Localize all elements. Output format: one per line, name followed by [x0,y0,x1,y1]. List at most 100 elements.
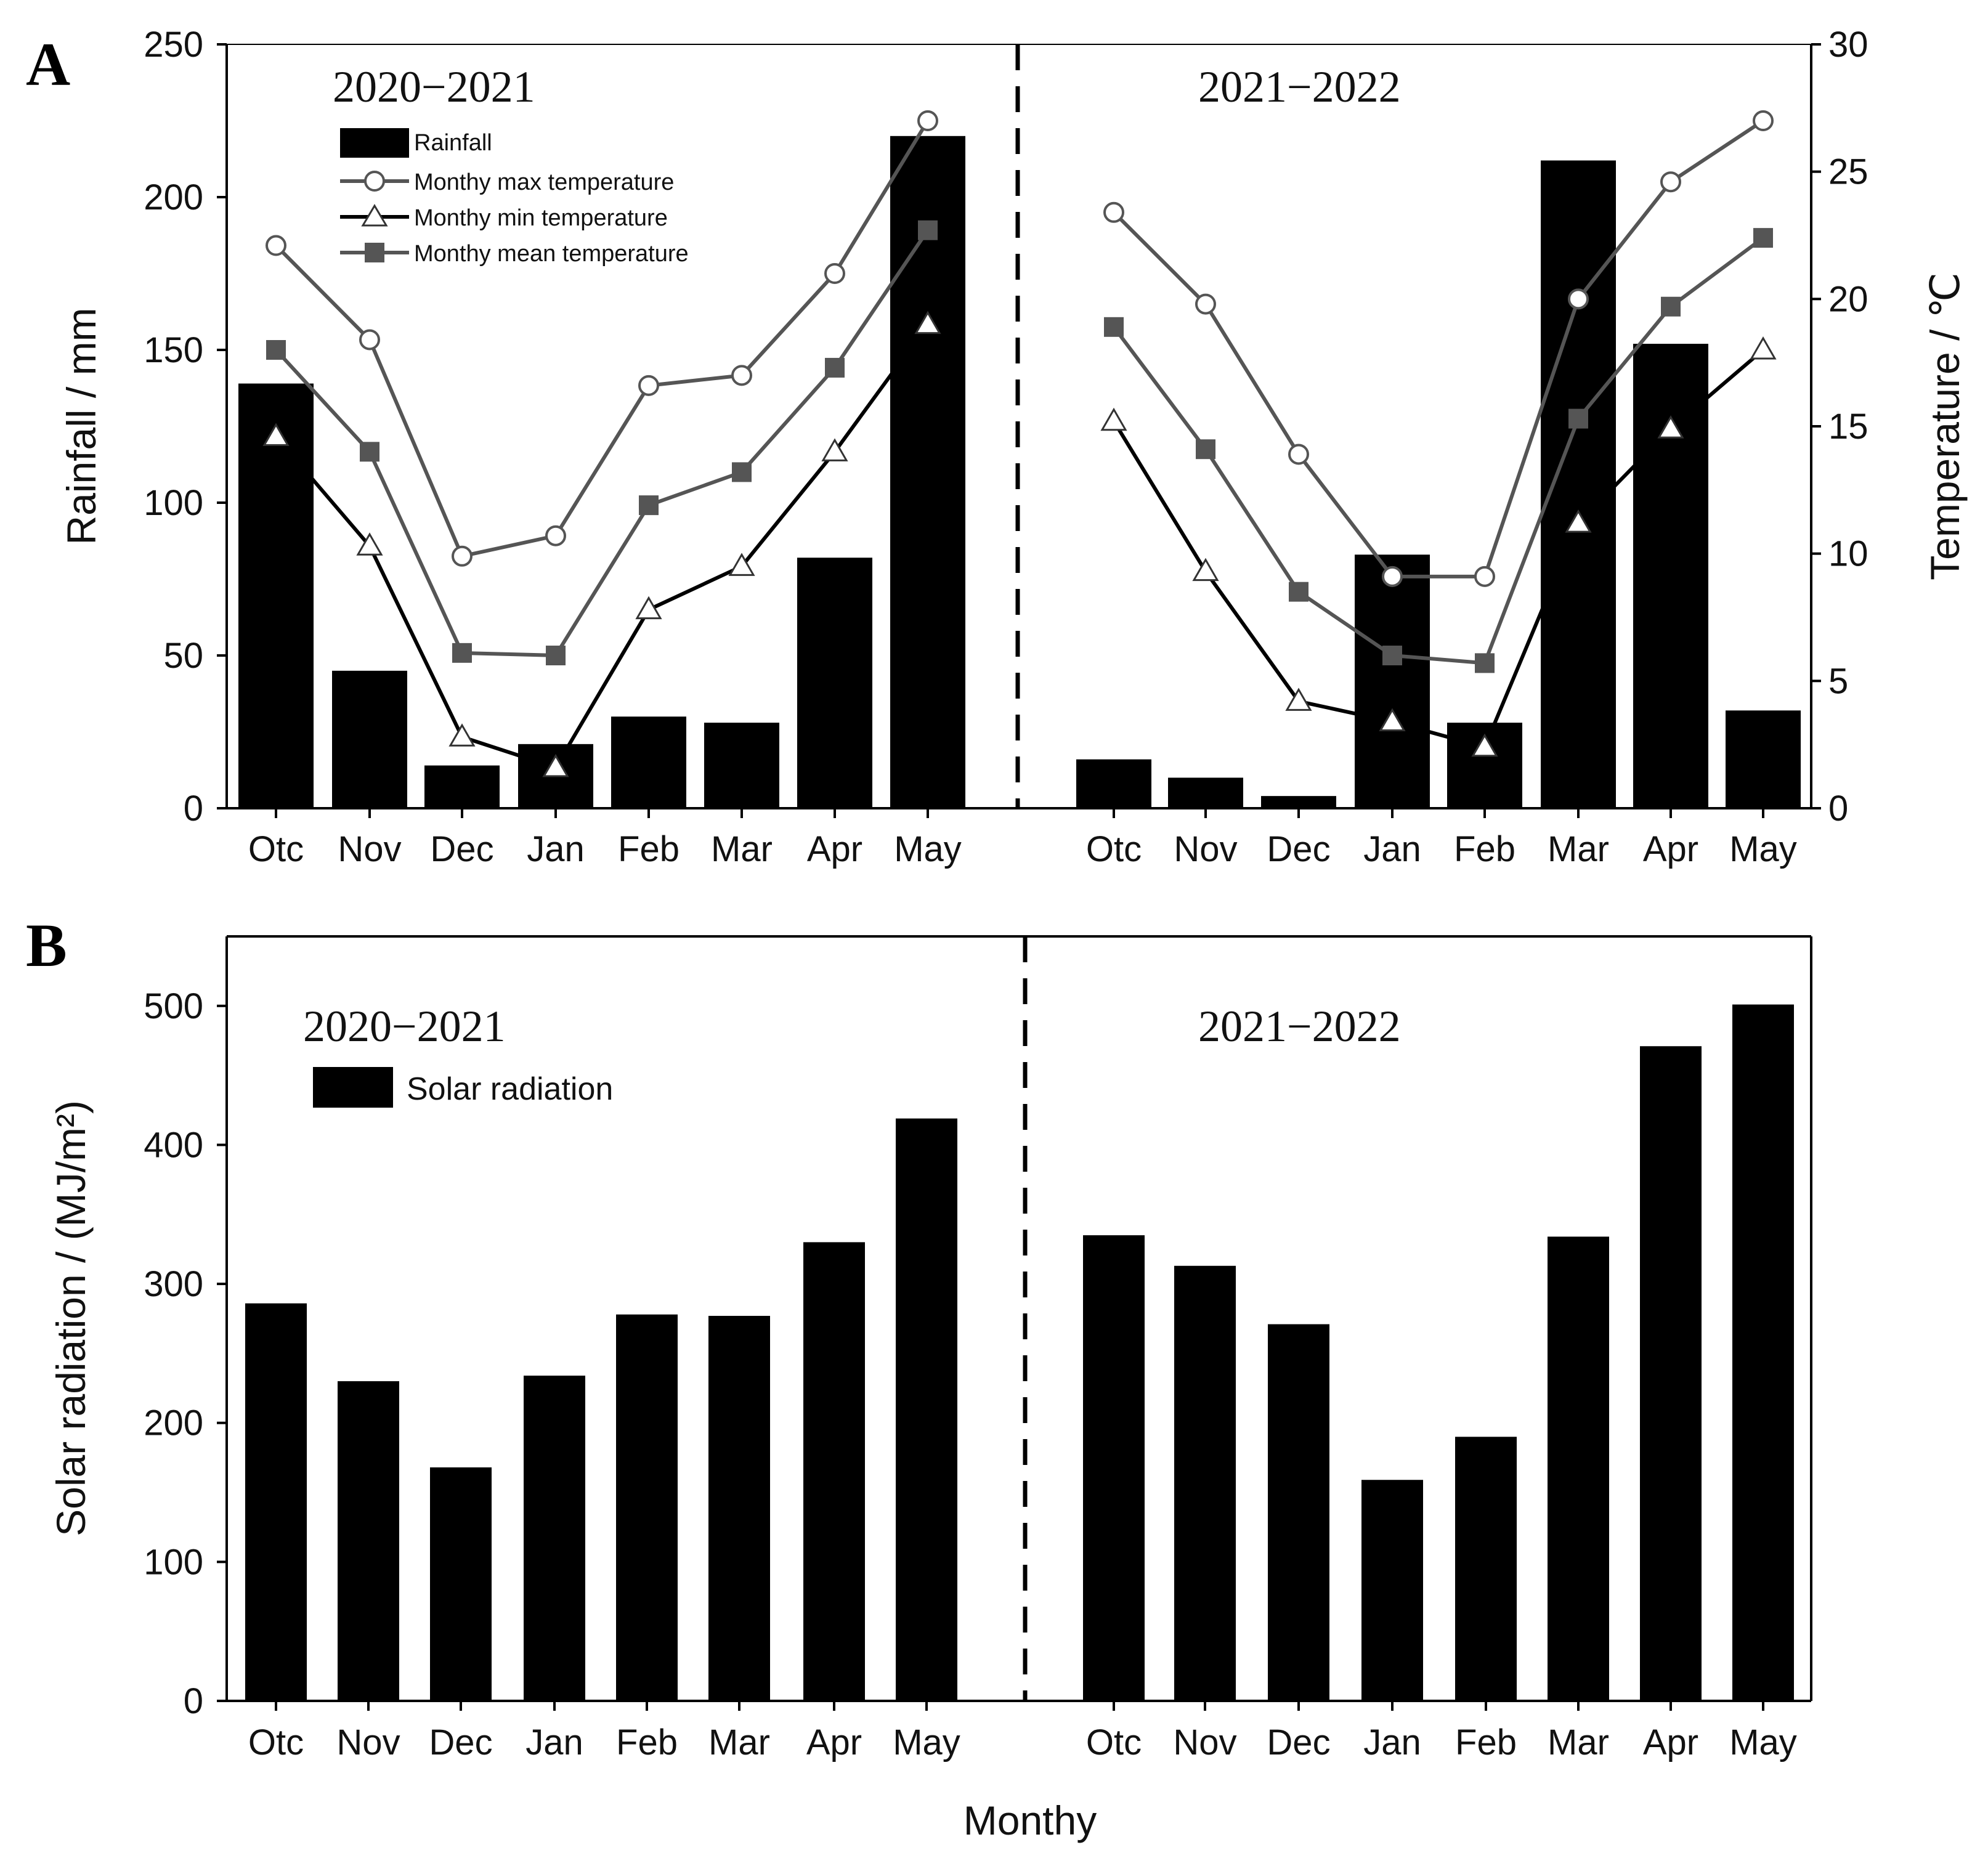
rainfall-bar-1-otc [238,383,314,808]
solar-bar-1-dec [430,1467,492,1701]
max-temp-point-1-apr [824,263,845,284]
a-y2tick-label: 0 [1828,789,1848,829]
min-temp-point-1-dec [448,723,476,747]
b-xtick-label: Jan [525,1722,583,1763]
min-temp-point-2-mar [1565,509,1592,533]
b-season-label-2: 2021−2022 [1198,1002,1401,1051]
mean-temp-point-2-nov [1196,439,1215,460]
rainfall-bar-1-nov [332,670,407,808]
max-temp-point-1-dec [452,545,473,567]
min-temp-point-2-dec [1285,688,1312,711]
b-xtick-label: May [1729,1722,1797,1763]
a-xtick-label: Jan [527,829,585,869]
mean-temp-point-1-may [918,220,938,240]
b-xtick-label: May [893,1722,960,1763]
b-ytick-label: 300 [144,1264,203,1304]
max-temp-point-1-mar [731,365,752,386]
rainfall-bar-1-apr [797,558,872,808]
b-xtick-label: Otc [1086,1722,1142,1763]
rainfall-bar-2-dec [1261,796,1336,808]
solar-bar-1-mar [708,1315,770,1701]
a-x-ticks: Otc Nov Dec Jan Feb Mar Apr May Otc Nov Dec Jan Feb M… [248,808,1797,869]
b-ytick-label: 100 [144,1542,203,1582]
a-xtick-label: Mar [1548,829,1609,869]
solar-radiation-bars [245,1004,1794,1701]
rainfall-bar-1-mar [704,723,779,808]
a-xtick-label: Dec [430,829,493,869]
a-xtick-label: Jan [1363,829,1421,869]
b-xtick-label: Nov [1173,1722,1236,1763]
panel-a-chart: 0 50 100 150 200 250 0 5 10 15 20 25 30 Otc Nov Dec Ja… [59,25,1968,869]
mean-temp-line-2 [1112,236,1764,665]
legend-rainfall-swatch [340,128,409,158]
a-left-ticks: 0 50 100 150 200 250 [144,25,227,829]
panel-a-letter: A [26,30,70,99]
a-ytick-label: 50 [163,636,203,676]
a-xtick-label: Dec [1267,829,1330,869]
temperature-markers [262,110,1777,777]
b-season-label-1: 2020−2021 [303,1002,506,1051]
solar-bar-2-jan [1361,1480,1423,1701]
rainfall-bar-2-otc [1076,759,1151,808]
mean-temp-point-1-jan [546,646,566,665]
b-xtick-label: Nov [336,1722,400,1763]
rainfall-bar-2-jan [1355,554,1430,808]
rainfall-bar-2-nov [1168,777,1243,808]
max-temp-point-1-jan [545,525,566,546]
b-xtick-label: Dec [1267,1722,1330,1763]
min-temp-point-1-nov [356,532,383,556]
a-ytick-label: 0 [184,789,203,829]
a-xtick-label: Apr [807,829,862,869]
solar-bar-2-otc [1083,1235,1145,1701]
min-temp-point-1-feb [635,596,662,620]
a-y2label: Temperature / ℃ [1922,272,1968,580]
panel-b-chart: 0 100 200 300 400 500 Otc Nov Dec Jan Feb Mar Apr Ma… [48,935,1812,1843]
min-temp-line-2 [1112,348,1764,749]
b-xtick-label: Mar [708,1722,770,1763]
mean-temp-point-2-otc [1104,317,1124,337]
a-xtick-label: Mar [711,829,773,869]
solar-bar-2-apr [1640,1046,1702,1701]
legend-solar-label: Solar radiation [407,1071,613,1107]
legend-solar-swatch [313,1067,393,1108]
mean-temp-line-1 [274,229,930,657]
rainfall-bar-1-may [890,136,965,808]
solar-bar-1-jan [524,1376,585,1701]
a-y2tick-label: 30 [1828,25,1868,65]
min-temp-point-2-otc [1100,407,1127,431]
a-ytick-label: 250 [144,25,203,65]
a-xtick-label: May [894,829,962,869]
legend-min-label: Monthy min temperature [414,205,668,231]
solar-bar-1-may [896,1118,957,1701]
legend-max-label: Monthy max temperature [414,169,674,195]
min-temp-point-2-may [1750,336,1777,360]
temperature-lines [274,119,1764,769]
solar-bar-1-nov [338,1381,399,1701]
a-y2tick-label: 20 [1828,279,1868,319]
b-ytick-label: 400 [144,1125,203,1165]
b-xtick-label: Feb [616,1722,678,1763]
b-x-ticks: Otc Nov Dec Jan Feb Mar Apr May Otc Nov Dec Jan Feb M… [248,1701,1797,1763]
max-temp-point-2-jan [1382,566,1403,587]
b-xtick-label: Apr [806,1722,862,1763]
max-temp-point-1-feb [638,375,659,396]
mean-temp-point-1-feb [639,495,659,516]
legend-rainfall-label: Rainfall [414,130,492,156]
mean-temp-point-2-mar [1568,408,1588,429]
solar-bar-1-feb [616,1314,678,1701]
a-ytick-label: 150 [144,330,203,370]
b-xtick-label: Apr [1643,1722,1698,1763]
min-temp-point-2-apr [1657,415,1684,439]
mean-temp-point-1-nov [360,442,379,462]
a-xtick-label: May [1729,829,1797,869]
a-xtick-label: Otc [1086,829,1142,869]
mean-temp-point-2-may [1753,228,1773,248]
max-temp-point-2-nov [1195,293,1216,315]
mean-temp-point-1-dec [452,643,472,663]
max-temp-point-1-nov [359,329,380,351]
min-temp-point-1-may [914,310,941,335]
a-season-label-2: 2021−2022 [1198,62,1401,112]
min-temp-point-2-nov [1192,558,1219,582]
a-y2tick-label: 15 [1828,407,1868,447]
